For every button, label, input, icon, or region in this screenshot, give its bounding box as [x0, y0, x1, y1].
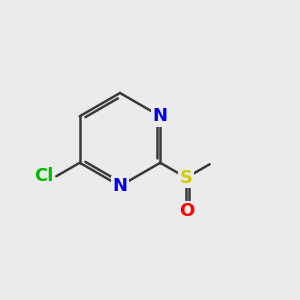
Text: Cl: Cl: [34, 167, 54, 185]
Text: O: O: [178, 202, 194, 220]
Text: N: N: [153, 107, 168, 125]
Text: S: S: [180, 169, 193, 187]
Text: N: N: [112, 177, 128, 195]
